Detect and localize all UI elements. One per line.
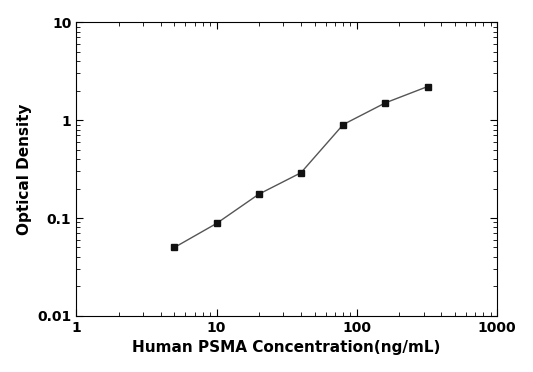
Y-axis label: Optical Density: Optical Density <box>17 103 31 235</box>
X-axis label: Human PSMA Concentration(ng/mL): Human PSMA Concentration(ng/mL) <box>133 340 441 355</box>
